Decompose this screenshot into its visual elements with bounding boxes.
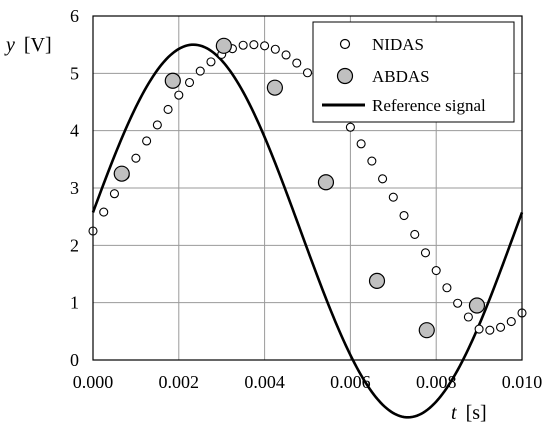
- nidas-point: [474, 324, 484, 334]
- nidas-point: [388, 192, 398, 202]
- nidas-point: [345, 122, 355, 132]
- nidas-point: [238, 40, 248, 50]
- nidas-point: [463, 312, 473, 322]
- nidas-point: [495, 322, 506, 332]
- x-tick-label: 0.004: [244, 372, 285, 392]
- nidas-point: [174, 90, 184, 100]
- nidas-point: [292, 58, 302, 68]
- y-tick-label: 1: [70, 293, 79, 313]
- nidas-point: [506, 317, 516, 327]
- nidas-point: [260, 41, 270, 51]
- nidas-point: [206, 57, 216, 67]
- y-tick-label: 4: [70, 121, 79, 141]
- nidas-point: [99, 207, 109, 217]
- plot-border: [92, 15, 523, 361]
- legend-marker-nidas: [339, 38, 351, 50]
- nidas-point: [270, 44, 280, 54]
- nidas-point: [453, 298, 463, 308]
- reference-signal-line: [91, 43, 524, 419]
- y-tick-label: 0: [70, 350, 79, 370]
- y-tick-label: 5: [70, 63, 79, 83]
- nidas-point: [356, 139, 366, 149]
- y-tick-label: 2: [70, 235, 79, 255]
- abdas-point: [368, 272, 386, 289]
- abdas-point: [418, 322, 435, 339]
- nidas-point: [410, 229, 420, 239]
- x-tick-label: 0.010: [502, 372, 543, 392]
- nidas-point: [142, 136, 152, 146]
- nidas-point: [367, 156, 377, 166]
- abdas-point: [266, 79, 283, 96]
- legend: NIDAS ABDAS Reference signal: [312, 21, 515, 123]
- nidas-point: [420, 248, 431, 258]
- legend-label-reference: Reference signal: [372, 96, 486, 115]
- abdas-point: [215, 37, 232, 54]
- abdas-point: [317, 174, 335, 191]
- legend-marker-abdas: [336, 67, 354, 85]
- legend-label-abdas: ABDAS: [372, 67, 430, 86]
- nidas-point: [163, 104, 173, 115]
- nidas-point: [131, 153, 141, 163]
- abdas-point: [164, 72, 181, 89]
- y-tick-label: 6: [70, 6, 79, 26]
- nidas-point: [184, 77, 195, 88]
- y-axis-label: y [V]: [4, 34, 52, 56]
- nidas-point: [249, 40, 259, 50]
- nidas-point: [152, 120, 162, 130]
- abdas-point: [113, 165, 130, 182]
- nidas-point: [431, 266, 441, 276]
- nidas-point: [195, 66, 205, 76]
- series-layer: [88, 37, 527, 419]
- nidas-point: [378, 174, 388, 184]
- y-tick-label: 3: [70, 178, 79, 198]
- nidas-point: [485, 325, 495, 335]
- legend-label-nidas: NIDAS: [372, 35, 424, 54]
- x-tick-label: 0.000: [73, 372, 114, 392]
- nidas-point: [399, 210, 409, 221]
- nidas-point: [109, 189, 119, 199]
- x-tick-label: 0.002: [159, 372, 200, 392]
- x-axis-label: t [s]: [451, 402, 487, 424]
- grid: [92, 15, 523, 361]
- nidas-point: [281, 50, 291, 60]
- nidas-point: [442, 283, 452, 293]
- abdas-point: [468, 297, 486, 314]
- x-tick-label: 0.006: [330, 372, 371, 392]
- nidas-point: [302, 68, 313, 78]
